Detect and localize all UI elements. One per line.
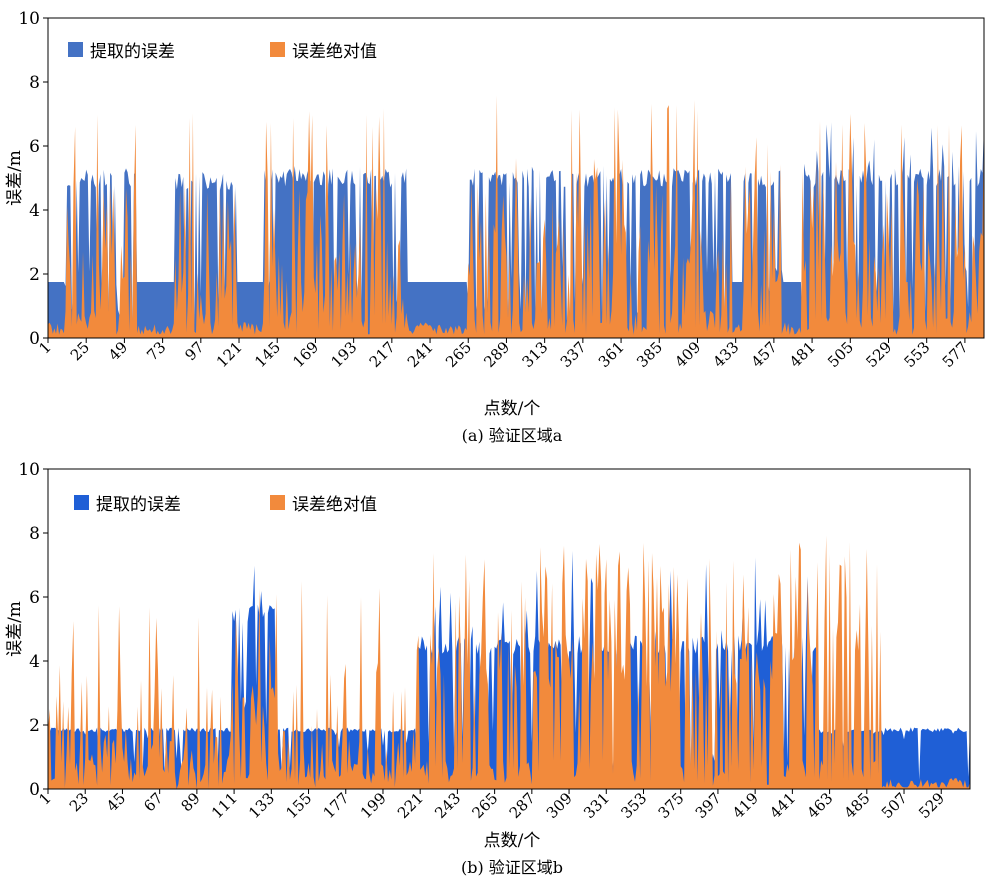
x-tick-label: 313 bbox=[519, 338, 552, 371]
x-tick-label: 289 bbox=[480, 338, 513, 371]
legend-label-abs-error: 误差绝对值 bbox=[292, 42, 377, 62]
x-tick-label: 337 bbox=[557, 338, 590, 371]
chart-b: 0 2 4 6 8 10 1 23 45 67 89 111 133 155 177 199 221 243 26… bbox=[5, 460, 971, 877]
legend-label-abs-error: 误差绝对值 bbox=[292, 495, 377, 515]
x-tick-label: 353 bbox=[617, 789, 650, 822]
chart-b-x-axis-title: 点数/个 bbox=[484, 831, 541, 851]
x-tick-label: 419 bbox=[729, 789, 762, 822]
chart-a-x-ticks: 1 25 49 73 97 121 145 169 193 217 241 265 289 313 337 3… bbox=[35, 338, 972, 371]
x-tick-label: 485 bbox=[841, 789, 874, 822]
y-tick-label: 4 bbox=[29, 201, 40, 221]
x-tick-label: 23 bbox=[66, 789, 92, 815]
y-tick-label: 2 bbox=[29, 265, 40, 285]
legend-swatch-extracted-error bbox=[68, 42, 83, 57]
x-tick-label: 67 bbox=[140, 789, 166, 815]
x-tick-label: 265 bbox=[468, 789, 501, 822]
x-tick-label: 89 bbox=[177, 789, 203, 815]
x-tick-label: 169 bbox=[289, 338, 322, 371]
y-tick-label: 2 bbox=[29, 716, 40, 736]
chart-a: 0 2 4 6 8 10 1 25 49 73 97 121 145 169 193 217 241 265 28… bbox=[5, 9, 985, 445]
x-tick-label: 577 bbox=[939, 338, 972, 371]
x-tick-label: 331 bbox=[580, 789, 613, 822]
chart-a-plot-area bbox=[48, 95, 984, 339]
x-tick-label: 193 bbox=[327, 338, 360, 371]
chart-b-x-ticks: 1 23 45 67 89 111 133 155 177 199 221 243 265 287 309 3… bbox=[35, 789, 948, 822]
x-tick-label: 221 bbox=[394, 789, 427, 822]
x-tick-label: 507 bbox=[878, 789, 911, 822]
y-tick-label: 10 bbox=[18, 9, 40, 29]
x-tick-label: 287 bbox=[506, 789, 539, 822]
x-tick-label: 243 bbox=[431, 789, 464, 822]
x-tick-label: 441 bbox=[766, 789, 799, 822]
x-tick-label: 145 bbox=[251, 338, 284, 371]
y-tick-label: 4 bbox=[29, 652, 40, 672]
chart-b-y-axis-title: 误差/m bbox=[5, 601, 25, 657]
y-tick-label: 8 bbox=[29, 73, 40, 93]
x-tick-label: 529 bbox=[915, 789, 948, 822]
x-tick-label: 481 bbox=[786, 338, 819, 371]
y-tick-label: 10 bbox=[18, 460, 40, 480]
x-tick-label: 505 bbox=[824, 338, 857, 371]
chart-a-y-ticks: 0 2 4 6 8 10 bbox=[18, 9, 48, 349]
chart-b-plot-area bbox=[48, 535, 970, 789]
chart-a-y-axis-title: 误差/m bbox=[5, 150, 25, 206]
x-tick-label: 111 bbox=[208, 789, 241, 822]
x-tick-label: 177 bbox=[320, 789, 353, 822]
x-tick-label: 397 bbox=[692, 789, 725, 822]
x-tick-label: 121 bbox=[213, 338, 246, 371]
chart-a-frame bbox=[47, 17, 985, 339]
chart-b-frame bbox=[47, 468, 971, 790]
legend-swatch-abs-error bbox=[270, 495, 285, 510]
legend-label-extracted-error: 提取的误差 bbox=[90, 42, 175, 62]
x-tick-label: 73 bbox=[143, 338, 169, 364]
x-tick-label: 45 bbox=[103, 789, 129, 815]
chart-b-caption: (b) 验证区域b bbox=[461, 858, 563, 877]
x-tick-label: 463 bbox=[803, 789, 836, 822]
x-tick-label: 217 bbox=[366, 338, 399, 371]
x-tick-label: 409 bbox=[671, 338, 704, 371]
y-tick-label: 8 bbox=[29, 524, 40, 544]
series-area-abs-error bbox=[48, 95, 984, 339]
x-tick-label: 361 bbox=[595, 338, 628, 371]
x-tick-label: 309 bbox=[543, 789, 576, 822]
x-tick-label: 433 bbox=[710, 338, 743, 371]
y-tick-label: 0 bbox=[29, 780, 40, 800]
legend-swatch-extracted-error bbox=[74, 495, 89, 510]
x-tick-label: 199 bbox=[357, 789, 390, 822]
x-tick-label: 133 bbox=[245, 789, 278, 822]
x-tick-label: 1 bbox=[35, 789, 54, 808]
y-tick-label: 0 bbox=[29, 329, 40, 349]
chart-b-legend: 提取的误差 误差绝对值 bbox=[74, 495, 377, 515]
x-tick-label: 529 bbox=[862, 338, 895, 371]
x-tick-label: 457 bbox=[748, 338, 781, 371]
x-tick-label: 241 bbox=[404, 338, 437, 371]
y-tick-label: 6 bbox=[29, 588, 40, 608]
chart-b-y-ticks: 0 2 4 6 8 10 bbox=[18, 460, 48, 800]
y-tick-label: 6 bbox=[29, 137, 40, 157]
x-tick-label: 49 bbox=[105, 338, 131, 364]
x-tick-label: 553 bbox=[901, 338, 934, 371]
x-tick-label: 265 bbox=[442, 338, 475, 371]
chart-a-x-axis-title: 点数/个 bbox=[484, 399, 541, 419]
legend-swatch-abs-error bbox=[270, 42, 285, 57]
x-tick-label: 155 bbox=[282, 789, 315, 822]
series-area-abs-error bbox=[48, 535, 970, 789]
chart-a-legend: 提取的误差 误差绝对值 bbox=[68, 42, 377, 62]
x-tick-label: 25 bbox=[67, 338, 93, 364]
legend-label-extracted-error: 提取的误差 bbox=[96, 495, 181, 515]
x-tick-label: 97 bbox=[181, 338, 207, 364]
x-tick-label: 375 bbox=[655, 789, 688, 822]
x-tick-label: 1 bbox=[35, 338, 54, 357]
x-tick-label: 385 bbox=[633, 338, 666, 371]
chart-a-caption: (a) 验证区域a bbox=[462, 426, 563, 445]
